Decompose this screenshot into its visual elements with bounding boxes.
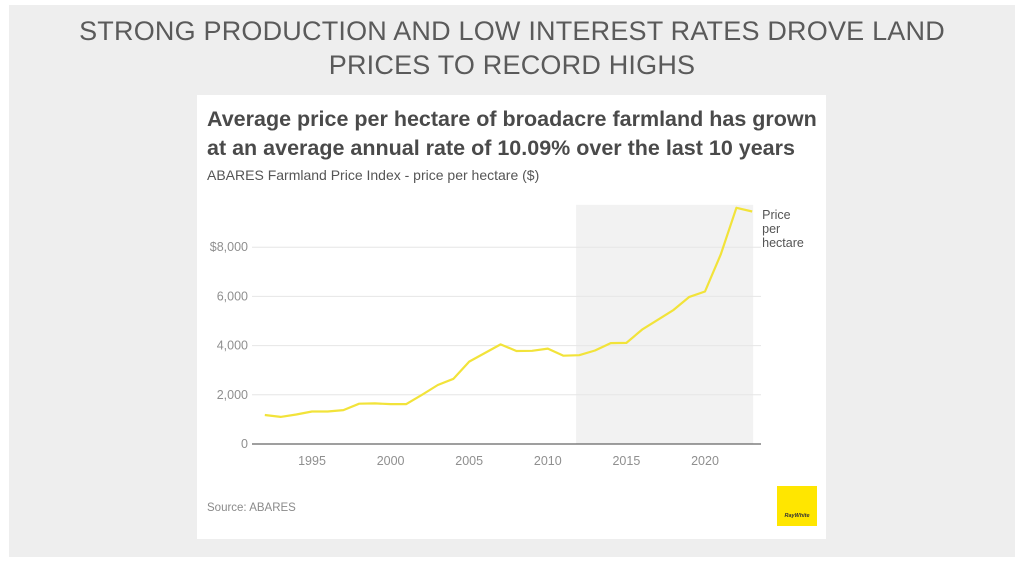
x-tick-label: 2010	[534, 454, 562, 468]
highlight-region	[576, 204, 754, 444]
y-tick-label: 4,000	[217, 339, 248, 353]
chart-card: Average price per hectare of broadacre f…	[197, 95, 826, 539]
chart-title: Average price per hectare of broadacre f…	[207, 105, 817, 163]
chart-title-line-1: Average price per hectare of broadacre f…	[207, 107, 817, 131]
source-note: Source: ABARES	[207, 502, 296, 514]
slide-title-line-1: STRONG PRODUCTION AND LOW INTEREST RATES…	[79, 16, 945, 46]
x-tick-label: 2000	[377, 454, 405, 468]
slide-title-line-2: PRICES TO RECORD HIGHS	[328, 50, 696, 80]
slide-title: STRONG PRODUCTION AND LOW INTEREST RATES…	[9, 14, 1015, 82]
y-tick-label: 2,000	[217, 388, 248, 402]
chart-title-line-2: at an average annual rate of 10.09% over…	[207, 136, 795, 160]
series-label: hectare	[762, 236, 804, 250]
x-tick-label: 2020	[691, 454, 719, 468]
chart-subtitle: ABARES Farmland Price Index - price per …	[207, 167, 540, 183]
series-label: Price	[762, 208, 791, 222]
y-tick-label: $8,000	[210, 240, 248, 254]
raywhite-logo: RayWhite	[777, 486, 817, 526]
x-tick-label: 2015	[612, 454, 640, 468]
x-tick-label: 1995	[298, 454, 326, 468]
series-label: per	[762, 222, 780, 236]
line-chart: 0 2,000 4,000 6,000 $8,000 1995 2000 2005 2010 20…	[210, 204, 804, 468]
series-line-price-per-hectare	[264, 206, 753, 418]
y-tick-label: 6,000	[217, 289, 248, 303]
y-tick-label: 0	[241, 437, 248, 451]
logo-text: RayWhite	[784, 513, 810, 519]
x-tick-label: 2005	[455, 454, 483, 468]
